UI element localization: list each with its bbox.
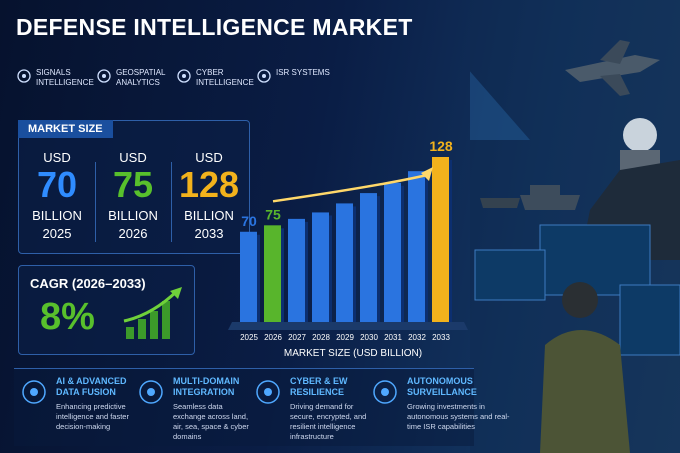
feature-text: Growing investments in autonomous system… xyxy=(407,402,510,431)
x-axis-label: MARKET SIZE (USD BILLION) xyxy=(284,348,422,359)
x-tick-label: 2030 xyxy=(360,333,378,342)
feature-icon xyxy=(256,380,280,404)
feature-icon xyxy=(139,380,163,404)
bar xyxy=(240,231,257,322)
segment: CYBER INTELLIGENCE xyxy=(176,68,254,88)
segment-label: ISR SYSTEMS xyxy=(276,68,330,77)
segment-label: SIGNALS INTELLIGENCE xyxy=(36,68,94,87)
bar-chart: 2025 70 2026 75 2027 2028 2029 2030 2031 2032 2033… xyxy=(228,138,468,359)
bar-side xyxy=(328,215,332,322)
market-currency: USD xyxy=(119,150,147,165)
icon xyxy=(177,69,191,83)
x-tick-label: 2032 xyxy=(408,333,426,342)
market-year: 2025 xyxy=(42,226,72,241)
data-label: 128 xyxy=(429,138,453,154)
market-unit: BILLION xyxy=(184,208,234,223)
x-tick-label: 2029 xyxy=(336,333,354,342)
data-label: 75 xyxy=(265,206,281,222)
bar-side xyxy=(280,228,284,322)
icon xyxy=(97,69,111,83)
divider xyxy=(95,162,96,242)
feature: AUTONOMOUS SURVEILLANCE Growing investmen… xyxy=(371,376,511,432)
market-currency: USD xyxy=(43,150,71,165)
platform xyxy=(228,322,468,330)
feature-icon xyxy=(22,380,46,404)
bar xyxy=(432,157,449,322)
bar-side xyxy=(352,206,356,322)
feature-title: MULTI-DOMAIN INTEGRATION xyxy=(173,376,240,397)
bar-side xyxy=(424,174,428,322)
market-item: USD 128 BILLION 2033 xyxy=(171,150,244,242)
feature: MULTI-DOMAIN INTEGRATION Seamless data ex… xyxy=(137,376,252,442)
feature-text: Enhancing predictive intelligence and fa… xyxy=(56,402,129,431)
feature-title: CYBER & EW RESILIENCE xyxy=(290,376,348,397)
feature-strip xyxy=(14,368,474,446)
market-value: 70 xyxy=(36,164,78,205)
bar-side xyxy=(256,234,260,322)
bar xyxy=(360,193,377,322)
bar-side xyxy=(448,160,452,322)
title: DEFENSE INTELLIGENCE MARKET xyxy=(16,14,413,40)
market-currency: USD xyxy=(195,150,223,165)
x-tick-label: 2028 xyxy=(312,333,330,342)
bar-side xyxy=(376,196,380,322)
bar xyxy=(288,218,305,322)
feature-text: Seamless data exchange across land, air,… xyxy=(173,402,249,441)
feature-text: Driving demand for secure, encrypted, an… xyxy=(290,402,367,441)
segment: SIGNALS INTELLIGENCE xyxy=(16,68,94,88)
trend-arrow xyxy=(272,173,428,203)
x-tick-label: 2031 xyxy=(384,333,402,342)
market-year: 2026 xyxy=(118,226,148,241)
bar xyxy=(384,182,401,322)
feature-title: AUTONOMOUS SURVEILLANCE xyxy=(407,376,477,397)
bar xyxy=(336,203,353,322)
market-heading: MARKET SIZE xyxy=(18,120,113,138)
feature: AI & ADVANCED DATA FUSION Enhancing predi… xyxy=(20,376,135,432)
divider xyxy=(171,162,172,242)
feature-title: AI & ADVANCED DATA FUSION xyxy=(56,376,127,397)
market-value: 75 xyxy=(112,164,154,205)
segment: GEOSPATIAL ANALYTICS xyxy=(96,68,174,88)
feature: CYBER & EW RESILIENCE Driving demand for … xyxy=(254,376,369,442)
cagr-value: 8% xyxy=(40,296,95,338)
cagr-icon xyxy=(123,287,182,339)
x-tick-label: 2033 xyxy=(432,333,450,342)
market-item: USD 70 BILLION 2025 xyxy=(22,150,92,241)
segment-label: CYBER INTELLIGENCE xyxy=(196,68,254,87)
segment-label: GEOSPATIAL ANALYTICS xyxy=(116,68,166,87)
market-unit: BILLION xyxy=(108,208,158,223)
x-tick-label: 2027 xyxy=(288,333,306,342)
market-year: 2033 xyxy=(194,226,224,241)
bar-side xyxy=(304,221,308,322)
arrow-head xyxy=(421,167,433,181)
bar xyxy=(312,212,329,322)
icon xyxy=(257,69,271,83)
bar xyxy=(408,171,425,322)
market-panel xyxy=(18,120,250,254)
x-tick-label: 2026 xyxy=(264,333,282,342)
data-label: 70 xyxy=(241,213,257,229)
bar-side xyxy=(400,185,404,322)
x-tick-label: 2025 xyxy=(240,333,258,342)
cagr-label: CAGR (2026–2033) xyxy=(30,276,146,291)
market-value: 128 xyxy=(178,164,240,205)
feature-icon xyxy=(373,380,397,404)
bar xyxy=(264,225,281,322)
market-unit: BILLION xyxy=(32,208,82,223)
imagery xyxy=(470,0,680,453)
icon xyxy=(17,69,31,83)
market-item: USD 75 BILLION 2026 xyxy=(95,150,168,242)
segment: ISR SYSTEMS xyxy=(256,68,334,83)
